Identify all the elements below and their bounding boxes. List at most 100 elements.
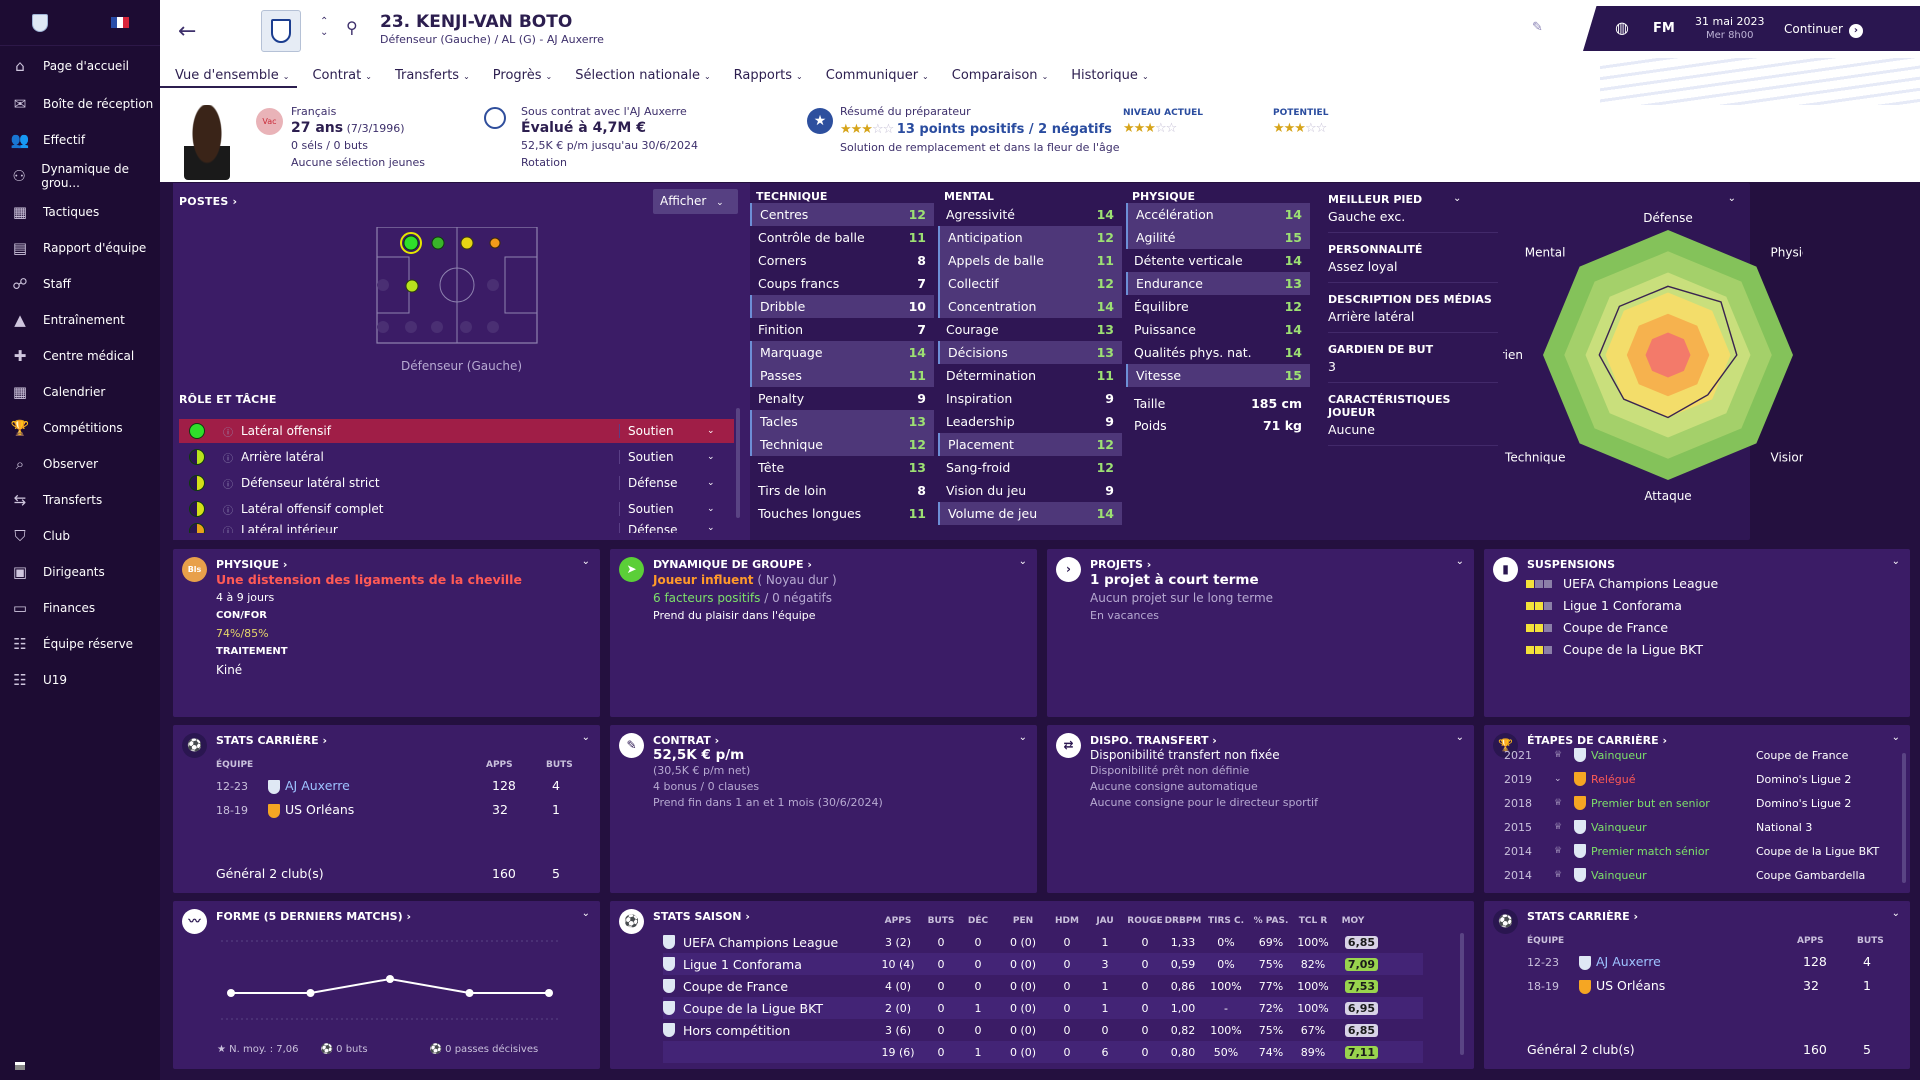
- attribute-row[interactable]: Marquage 14: [750, 341, 934, 364]
- attribute-row[interactable]: Agressivité 14: [938, 203, 1122, 226]
- role-row[interactable]: ⓘ Latéral offensif Soutien ⌄: [179, 419, 734, 443]
- column-header[interactable]: JAU: [1096, 916, 1114, 926]
- form-point[interactable]: [227, 989, 235, 997]
- card-dropdown-icon[interactable]: ⌄: [581, 908, 590, 919]
- role-row[interactable]: ⓘ Arrière latéral Soutien ⌄: [179, 445, 734, 469]
- attribute-row[interactable]: Courage 13: [938, 318, 1122, 341]
- milestones-title[interactable]: ÉTAPES DE CARRIÈRE ›: [1527, 734, 1667, 747]
- attribute-row[interactable]: Inspiration 9: [938, 387, 1122, 410]
- attribute-row[interactable]: Finition 7: [750, 318, 934, 341]
- tab[interactable]: Comparaison ⌄: [937, 68, 1057, 88]
- suspension-row[interactable]: Coupe de France: [1526, 620, 1668, 635]
- season-row[interactable]: Coupe de France 4 (0) 0 0 0 (0) 0 1 0 0,86 100% 77…: [663, 975, 1423, 997]
- card-dropdown-icon[interactable]: ⌄: [1891, 732, 1900, 743]
- card-dropdown-icon[interactable]: ⌄: [581, 556, 590, 567]
- sidebar-toggle-icon[interactable]: [15, 1062, 25, 1070]
- sidebar-item[interactable]: 🏆 Compétitions: [0, 410, 160, 446]
- sidebar-item[interactable]: ▣ Dirigeants: [0, 554, 160, 590]
- tab[interactable]: Sélection nationale ⌄: [560, 68, 718, 88]
- career-row[interactable]: 12-23 AJ Auxerre 128 4: [1527, 954, 1887, 970]
- team-name[interactable]: AJ Auxerre: [285, 778, 350, 793]
- column-header[interactable]: DRBPM: [1164, 916, 1202, 926]
- competition-name[interactable]: Hors compétition: [683, 1022, 791, 1038]
- competition-name[interactable]: Coupe de la Ligue BKT: [683, 1000, 823, 1016]
- attribute-row[interactable]: Placement 12: [938, 433, 1122, 456]
- radar-dropdown-icon[interactable]: ⌄: [1727, 193, 1736, 204]
- attribute-row[interactable]: Passes 11: [750, 364, 934, 387]
- search-icon[interactable]: ⚲: [346, 18, 358, 37]
- show-dropdown[interactable]: Afficher ⌄: [653, 189, 738, 214]
- suspension-row[interactable]: Coupe de la Ligue BKT: [1526, 642, 1703, 657]
- duty-dropdown[interactable]: Soutien: [619, 450, 707, 464]
- roles-scrollbar[interactable]: [736, 408, 740, 518]
- attribute-row[interactable]: Tacles 13: [750, 410, 934, 433]
- back-arrow-icon[interactable]: ←: [178, 19, 197, 44]
- milestone-row[interactable]: 2014 ♕ Vainqueur Coupe Gambardella: [1504, 865, 1904, 885]
- sidebar-item[interactable]: ⌕ Observer: [0, 446, 160, 482]
- role-row[interactable]: ⓘ Latéral intérieur Défense ⌄: [179, 523, 734, 533]
- card-dropdown-icon[interactable]: ⌄: [1018, 732, 1027, 743]
- form-card-title[interactable]: FORME (5 DERNIERS MATCHS) ›: [216, 910, 411, 923]
- column-header[interactable]: DÉC: [967, 916, 989, 926]
- attribute-row[interactable]: Agilité 15: [1126, 226, 1310, 249]
- tab[interactable]: Rapports ⌄: [719, 68, 811, 88]
- career-row[interactable]: 18-19 US Orléans 32 1: [216, 802, 576, 818]
- continue-button[interactable]: Continuer ›: [1784, 22, 1863, 38]
- info-icon[interactable]: ⓘ: [223, 427, 233, 439]
- card-dropdown-icon[interactable]: ⌄: [1891, 908, 1900, 919]
- duty-dropdown[interactable]: Défense: [619, 523, 707, 533]
- competition-name[interactable]: Coupe de France: [683, 978, 789, 994]
- season-total-row[interactable]: 19 (6) 0 1 0 (0) 0 6 0 0,80 50% 74% 89% 7,11: [663, 1041, 1423, 1063]
- nationality[interactable]: Français: [291, 105, 337, 118]
- positive-factors[interactable]: 6 facteurs positifs: [653, 591, 761, 605]
- form-point[interactable]: [386, 975, 394, 983]
- points-summary[interactable]: 13 points positifs / 2 négatifs: [896, 122, 1112, 137]
- column-header[interactable]: % PAS.: [1253, 916, 1289, 926]
- fm-logo[interactable]: FM: [1653, 21, 1675, 36]
- attribute-row[interactable]: Détente verticale 14: [1126, 249, 1310, 272]
- player-switch-arrows-icon[interactable]: ⌃ ⌄: [320, 16, 329, 38]
- sidebar-item[interactable]: ▭ Finances: [0, 590, 160, 626]
- edit-pencil-icon[interactable]: ✎: [1532, 20, 1543, 35]
- duty-dropdown[interactable]: Soutien: [619, 424, 707, 438]
- player-subtitle[interactable]: Défenseur (Gauche) / AL (G) - AJ Auxerre: [380, 33, 604, 46]
- team-name[interactable]: US Orléans: [1596, 978, 1666, 993]
- info-icon[interactable]: ⓘ: [223, 527, 233, 533]
- attribute-row[interactable]: Décisions 13: [938, 341, 1122, 364]
- attribute-row[interactable]: Tête 13: [750, 456, 934, 479]
- attribute-row[interactable]: Détermination 11: [938, 364, 1122, 387]
- season-stats-title[interactable]: STATS SAISON ›: [653, 910, 750, 923]
- attribute-row[interactable]: Centres 12: [750, 203, 934, 226]
- season-row[interactable]: UEFA Champions League 3 (2) 0 0 0 (0) 0 1 0 1,33…: [663, 931, 1423, 953]
- form-point[interactable]: [465, 989, 474, 997]
- club-crest-icon[interactable]: [261, 10, 301, 52]
- tab[interactable]: Progrès ⌄: [478, 68, 560, 88]
- attribute-row[interactable]: Coups francs 7: [750, 272, 934, 295]
- sidebar-item[interactable]: ☷ U19: [0, 662, 160, 698]
- sidebar-item[interactable]: ☍ Staff: [0, 266, 160, 302]
- duty-dropdown[interactable]: Défense: [619, 476, 707, 490]
- positions-title[interactable]: POSTES ›: [179, 195, 238, 208]
- attribute-row[interactable]: Puissance 14: [1126, 318, 1310, 341]
- team-name[interactable]: US Orléans: [285, 802, 355, 817]
- card-dropdown-icon[interactable]: ⌄: [1018, 556, 1027, 567]
- suspension-row[interactable]: Ligue 1 Conforama: [1526, 598, 1682, 613]
- column-header[interactable]: ROUGE: [1127, 916, 1163, 926]
- form-point[interactable]: [545, 989, 553, 997]
- suspension-row[interactable]: UEFA Champions League: [1526, 576, 1718, 591]
- attribute-row[interactable]: Contrôle de balle 11: [750, 226, 934, 249]
- season-row[interactable]: Coupe de la Ligue BKT 2 (0) 0 1 0 (0) 0 1 0 1,00…: [663, 997, 1423, 1019]
- column-header[interactable]: MOY: [1341, 916, 1365, 926]
- card-dropdown-icon[interactable]: ⌄: [1455, 556, 1464, 567]
- role-row[interactable]: ⓘ Latéral offensif complet Soutien ⌄: [179, 497, 734, 521]
- attribute-row[interactable]: Concentration 14: [938, 295, 1122, 318]
- milestone-row[interactable]: 2021 ♕ Vainqueur Coupe de France: [1504, 745, 1904, 765]
- card-dropdown-icon[interactable]: ⌄: [1891, 556, 1900, 567]
- attribute-row[interactable]: Accélération 14: [1126, 203, 1310, 226]
- tab[interactable]: Transferts ⌄: [380, 68, 478, 88]
- sidebar-item[interactable]: ⚇ Dynamique de grou...: [0, 158, 160, 194]
- tab[interactable]: Communiquer ⌄: [811, 68, 937, 88]
- duty-dropdown[interactable]: Soutien: [619, 502, 707, 516]
- sidebar-item[interactable]: ⛉ Club: [0, 518, 160, 554]
- info-icon[interactable]: ⓘ: [223, 505, 233, 517]
